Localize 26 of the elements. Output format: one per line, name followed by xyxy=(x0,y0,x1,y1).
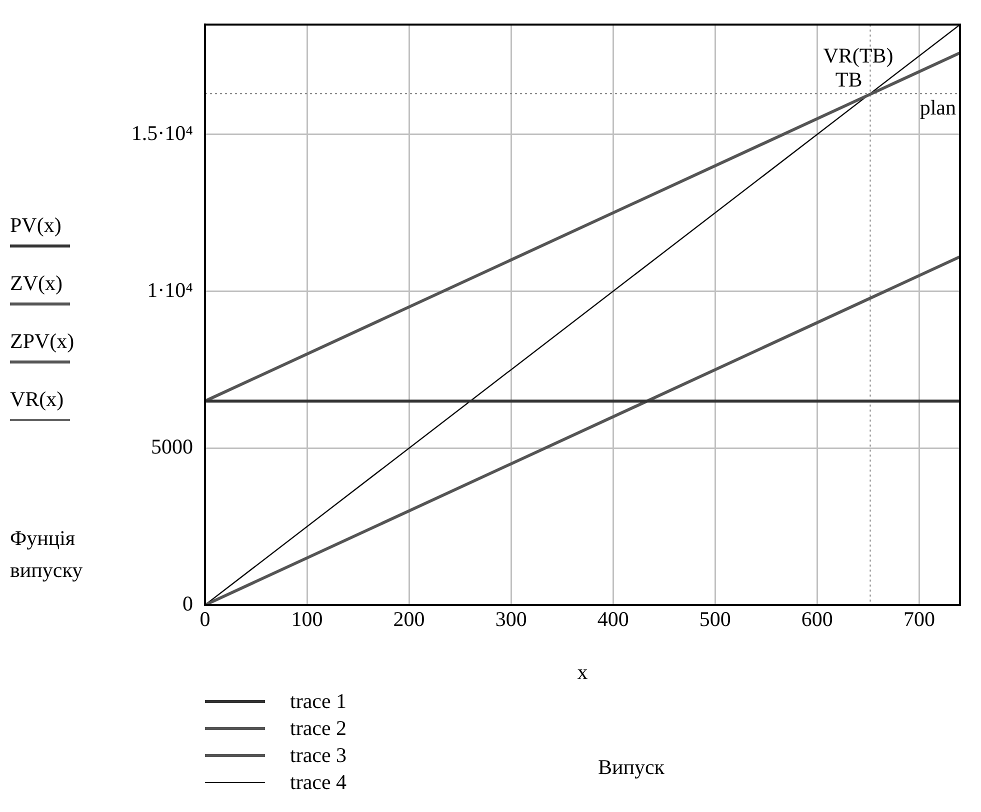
y-tick-label: 5000 xyxy=(151,434,193,459)
text: VR(x) xyxy=(10,387,64,411)
x-tick-label: 0 xyxy=(200,607,210,632)
ref-line-label: VR(TB) xyxy=(823,44,894,68)
text: ZPV(x) xyxy=(10,329,74,353)
x-tick-label: 300 xyxy=(495,607,527,632)
text: PV(x) xyxy=(10,213,62,237)
annotation: plan xyxy=(920,96,956,120)
y-tick-label: 1·10⁴ xyxy=(147,278,193,302)
y-tick-label: 0 xyxy=(182,592,193,616)
x-tick-label: 400 xyxy=(597,607,629,632)
x-tick-label: 600 xyxy=(801,607,833,632)
y-axis-title: Фунція випуску xyxy=(10,526,84,582)
legend-label: trace 1 xyxy=(290,689,347,714)
y-tick-label: 1.5·10⁴ xyxy=(131,120,193,145)
text: Випуск xyxy=(598,755,665,780)
ref-line-label: TB xyxy=(835,68,862,92)
x-tick-label: 700 xyxy=(903,607,935,632)
legend-label: trace 4 xyxy=(290,770,347,795)
legend-label: trace 2 xyxy=(290,716,347,741)
x-axis-title: x xyxy=(577,660,588,684)
text: ZV(x) xyxy=(10,271,62,295)
x-tick-label: 500 xyxy=(699,607,731,632)
x-tick-label: 100 xyxy=(291,607,323,632)
legend-label: trace 3 xyxy=(290,743,347,768)
x-tick-label: 200 xyxy=(393,607,425,632)
